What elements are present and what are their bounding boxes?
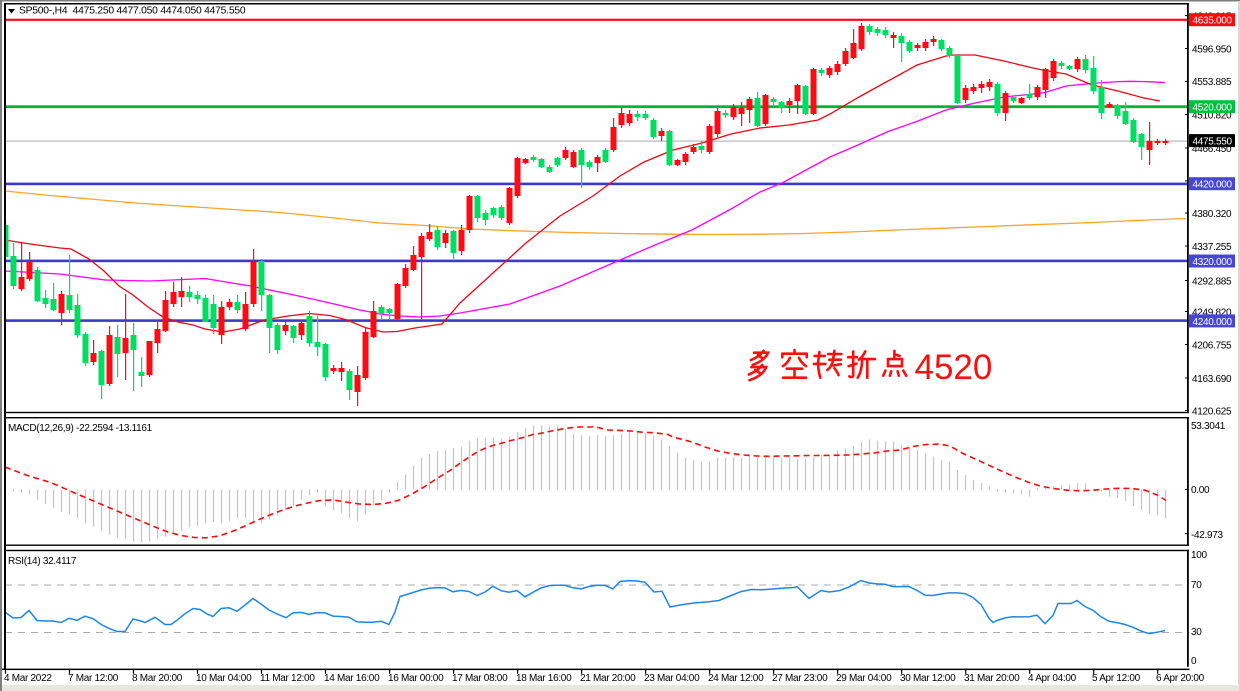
svg-text:4466.450: 4466.450 — [1192, 144, 1232, 155]
svg-text:30 Mar 12:00: 30 Mar 12:00 — [900, 673, 956, 684]
svg-text:SP500-,H4 4475.250 4477.050 4: SP500-,H4 4475.250 4477.050 4474.050 447… — [19, 6, 246, 17]
svg-text:4 Mar 2022: 4 Mar 2022 — [4, 673, 52, 684]
svg-text:4206.755: 4206.755 — [1192, 340, 1232, 351]
svg-text:29 Mar 04:00: 29 Mar 04:00 — [836, 673, 892, 684]
svg-text:4249.820: 4249.820 — [1192, 307, 1232, 318]
svg-text:-42.973: -42.973 — [1191, 530, 1224, 541]
svg-text:7 Mar 12:00: 7 Mar 12:00 — [68, 673, 119, 684]
svg-text:4596.950: 4596.950 — [1192, 44, 1232, 55]
svg-text:0.00: 0.00 — [1191, 485, 1210, 496]
svg-text:4 Apr 04:00: 4 Apr 04:00 — [1028, 673, 1077, 684]
svg-text:70: 70 — [1191, 580, 1202, 591]
svg-text:4475.550: 4475.550 — [1193, 137, 1233, 148]
svg-text:100: 100 — [1191, 550, 1208, 561]
svg-text:30: 30 — [1191, 627, 1202, 638]
svg-text:31 Mar 20:00: 31 Mar 20:00 — [964, 673, 1020, 684]
svg-text:4420.000: 4420.000 — [1193, 180, 1233, 191]
svg-text:18 Mar 16:00: 18 Mar 16:00 — [516, 673, 572, 684]
svg-text:24 Mar 12:00: 24 Mar 12:00 — [708, 673, 764, 684]
svg-text:10 Mar 04:00: 10 Mar 04:00 — [196, 673, 252, 684]
svg-text:11 Mar 12:00: 11 Mar 12:00 — [260, 673, 315, 684]
svg-text:4120.625: 4120.625 — [1192, 406, 1232, 417]
svg-text:4510.820: 4510.820 — [1192, 110, 1232, 121]
svg-text:4520.000: 4520.000 — [1193, 103, 1233, 114]
svg-text:4163.690: 4163.690 — [1192, 374, 1232, 385]
svg-text:0: 0 — [1191, 656, 1197, 667]
svg-text:4380.320: 4380.320 — [1192, 209, 1232, 220]
svg-text:4553.885: 4553.885 — [1192, 77, 1232, 88]
svg-text:4292.885: 4292.885 — [1192, 276, 1232, 287]
svg-text:5 Apr 12:00: 5 Apr 12:00 — [1092, 673, 1141, 684]
svg-text:4520: 4520 — [915, 348, 993, 387]
svg-text:MACD(12,26,9) -22.2594 -13.116: MACD(12,26,9) -22.2594 -13.1161 — [8, 423, 153, 434]
svg-text:6 Apr 20:00: 6 Apr 20:00 — [1156, 673, 1205, 684]
svg-text:8 Mar 20:00: 8 Mar 20:00 — [132, 673, 183, 684]
svg-text:4240.000: 4240.000 — [1193, 317, 1233, 328]
svg-text:4635.000: 4635.000 — [1193, 16, 1233, 27]
svg-text:17 Mar 08:00: 17 Mar 08:00 — [452, 673, 508, 684]
svg-text:16 Mar 00:00: 16 Mar 00:00 — [388, 673, 444, 684]
svg-text:53.3041: 53.3041 — [1191, 421, 1226, 432]
svg-text:RSI(14) 32.4117: RSI(14) 32.4117 — [8, 556, 77, 567]
svg-text:21 Mar 20:00: 21 Mar 20:00 — [580, 673, 636, 684]
svg-text:23 Mar 04:00: 23 Mar 04:00 — [644, 673, 700, 684]
svg-text:27 Mar 23:00: 27 Mar 23:00 — [772, 673, 828, 684]
svg-text:4320.000: 4320.000 — [1193, 257, 1233, 268]
svg-text:14 Mar 16:00: 14 Mar 16:00 — [324, 673, 380, 684]
svg-text:4337.255: 4337.255 — [1192, 242, 1232, 253]
